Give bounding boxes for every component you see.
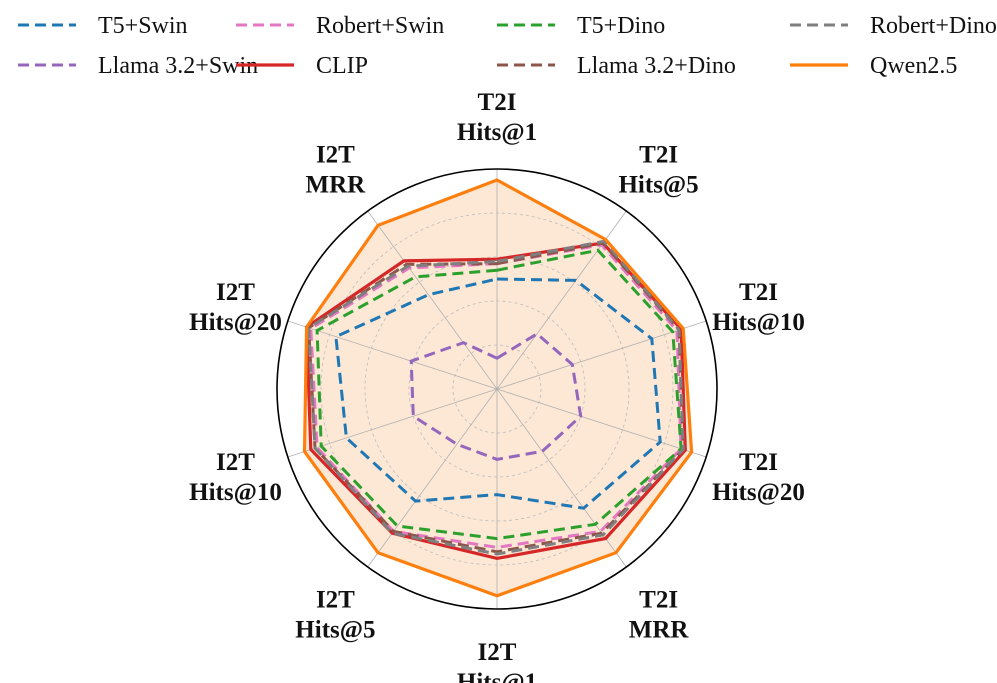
axis-label-i2t-mrr: I2T MRR (306, 142, 367, 199)
axis-label-t2i-hits-1: T2I Hits@1 (457, 89, 537, 146)
axis-label-t2i-hits-5: T2I Hits@5 (618, 142, 698, 199)
axis-label-t2i-mrr: T2I MRR (629, 587, 690, 644)
legend-label: Llama 3.2+Dino (577, 53, 736, 79)
series-line-llama-3-2-dino (307, 241, 685, 554)
grid-ring (452, 344, 542, 434)
legend-item-qwen2-5: Qwen2.5 (790, 53, 957, 79)
legend-item-clip: CLIP (236, 53, 368, 79)
legend-label: Llama 3.2+Swin (98, 53, 258, 79)
legend-label: Robert+Swin (316, 13, 444, 39)
legend-label: T5+Swin (98, 13, 188, 39)
legend-item-llama-3-2-dino: Llama 3.2+Dino (497, 53, 736, 79)
series-line-t5-dino (315, 248, 683, 541)
radar-series-lines (302, 178, 694, 598)
axis-label-t2i-hits-10: T2I Hits@10 (712, 279, 805, 336)
grid-ring (364, 256, 630, 522)
series-line-robert-dino (307, 239, 685, 556)
grid-spoke (287, 320, 498, 390)
series-line-llama-3-2-swin (409, 331, 583, 461)
grid-spoke (496, 388, 707, 458)
grid-spoke (367, 210, 498, 390)
legend-item-robert-swin: Robert+Swin (236, 13, 444, 39)
legend-item-t5-swin: T5+Swin (18, 13, 188, 39)
legend-label: T5+Dino (577, 13, 665, 39)
axis-label-t2i-hits-20: T2I Hits@20 (712, 449, 805, 506)
axis-label-i2t-hits-1: I2T Hits@1 (457, 639, 537, 683)
outer-ring (276, 168, 718, 610)
series-line-qwen2-5 (302, 178, 694, 598)
axis-label-i2t-hits-10: I2T Hits@10 (189, 449, 282, 506)
radar-fills (304, 180, 692, 596)
legend-label: Qwen2.5 (870, 53, 957, 79)
axis-labels: T2I Hits@1 T2I Hits@5 T2I Hits@10 T2I Hits@20 T2… (189, 89, 805, 683)
legend-label: Robert+Dino (870, 13, 997, 39)
axis-label-i2t-hits-5: I2T Hits@5 (295, 587, 375, 644)
grid-spoke (367, 388, 498, 568)
series-line-t5-swin (334, 277, 662, 510)
legend-item-t5-dino: T5+Dino (497, 13, 665, 39)
legend-label: CLIP (316, 53, 368, 79)
legend-item-llama-3-2-swin: Llama 3.2+Swin (18, 53, 258, 79)
legend: T5+Swin Llama 3.2+Swin Robert+Swin CLIP T5+D… (18, 13, 997, 79)
legend-item-robert-dino: Robert+Dino (790, 13, 997, 39)
axis-label-i2t-hits-20: I2T Hits@20 (189, 279, 282, 336)
